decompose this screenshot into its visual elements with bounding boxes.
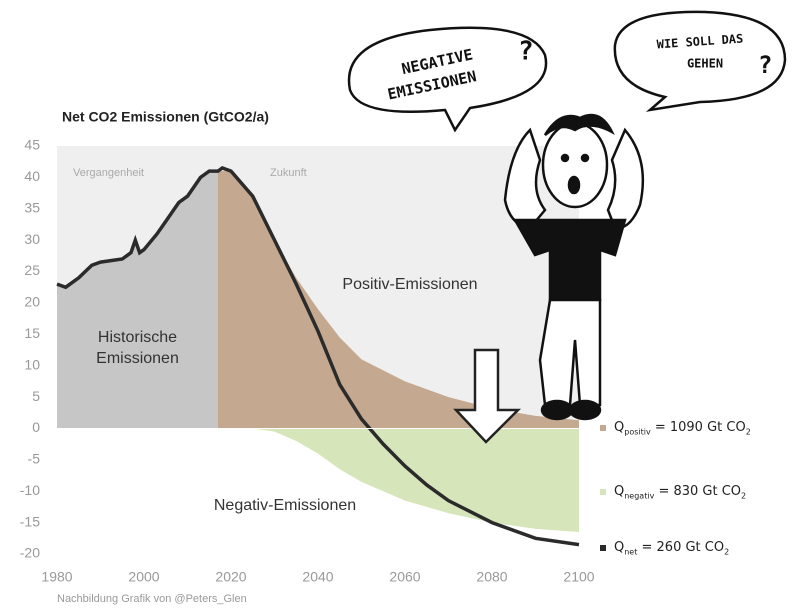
- y-tick-label: 0: [32, 419, 40, 435]
- total-swatch: [600, 425, 606, 431]
- total-text: = 830 Gt CO: [658, 484, 741, 499]
- total-text: = 260 Gt CO: [642, 540, 725, 555]
- area: [253, 428, 579, 532]
- y-tick-label: 30: [24, 231, 40, 247]
- page: NEGATIVE EMISSIONEN ? WIE SOLL DAS GEHEN…: [0, 0, 800, 612]
- total-text: Q: [614, 540, 624, 555]
- x-tick-label: 2000: [128, 569, 159, 585]
- period-label: Vergangenheit: [73, 167, 144, 179]
- period-label: Zukunft: [270, 167, 307, 179]
- x-tick-label: 1980: [41, 569, 72, 585]
- x-tick-label: 2060: [389, 569, 420, 585]
- y-tick-label: 20: [24, 294, 40, 310]
- total-text: net: [624, 548, 637, 557]
- total-text: 2: [741, 492, 746, 501]
- y-tick-label: 45: [24, 137, 40, 153]
- bubble-mark: ?: [518, 37, 534, 67]
- y-tick-label: 25: [24, 262, 40, 278]
- total-text: = 1090 Gt CO: [655, 420, 746, 435]
- y-tick-label: 35: [24, 199, 40, 215]
- series-label: Positiv-Emissionen: [320, 274, 500, 295]
- source: Nachbildung Grafik von @Peters_Glen: [57, 592, 247, 606]
- total-text: 2: [724, 548, 729, 557]
- y-tick-label: 15: [24, 325, 40, 341]
- total-swatch: [600, 545, 606, 551]
- total-label: Qpositiv = 1090 Gt CO2: [600, 420, 751, 437]
- x-tick-label: 2080: [476, 569, 507, 585]
- y-tick-label: 10: [24, 356, 40, 372]
- total-label: Qnegativ = 830 Gt CO2: [600, 484, 746, 501]
- y-tick-label: 5: [32, 388, 40, 404]
- chart-title: Net CO2 Emissionen (GtCO2/a): [62, 109, 269, 125]
- x-tick-label: 2020: [215, 569, 246, 585]
- y-tick-label: -5: [28, 451, 41, 467]
- chart: NEGATIVE EMISSIONEN ? WIE SOLL DAS GEHEN…: [0, 0, 800, 612]
- y-tick-label: -10: [20, 482, 40, 498]
- x-tick-label: 2100: [563, 569, 594, 585]
- total-text: 2: [746, 428, 751, 437]
- y-tick-label: -20: [20, 545, 40, 561]
- bubble-mark: ?: [758, 51, 772, 79]
- y-tick-label: 40: [24, 168, 40, 184]
- total-text: negativ: [624, 492, 654, 501]
- total-text: Q: [614, 484, 624, 499]
- total-label: Qnet = 260 Gt CO2: [600, 540, 729, 557]
- bubble-text: GEHEN: [687, 57, 723, 71]
- total-text: positiv: [624, 428, 650, 437]
- x-tick-label: 2040: [302, 569, 333, 585]
- total-swatch: [600, 489, 606, 495]
- y-tick-label: -15: [20, 513, 40, 529]
- series-label: Historische Emissionen: [80, 327, 195, 369]
- series-label: Negativ-Emissionen: [190, 495, 380, 516]
- total-text: Q: [614, 420, 624, 435]
